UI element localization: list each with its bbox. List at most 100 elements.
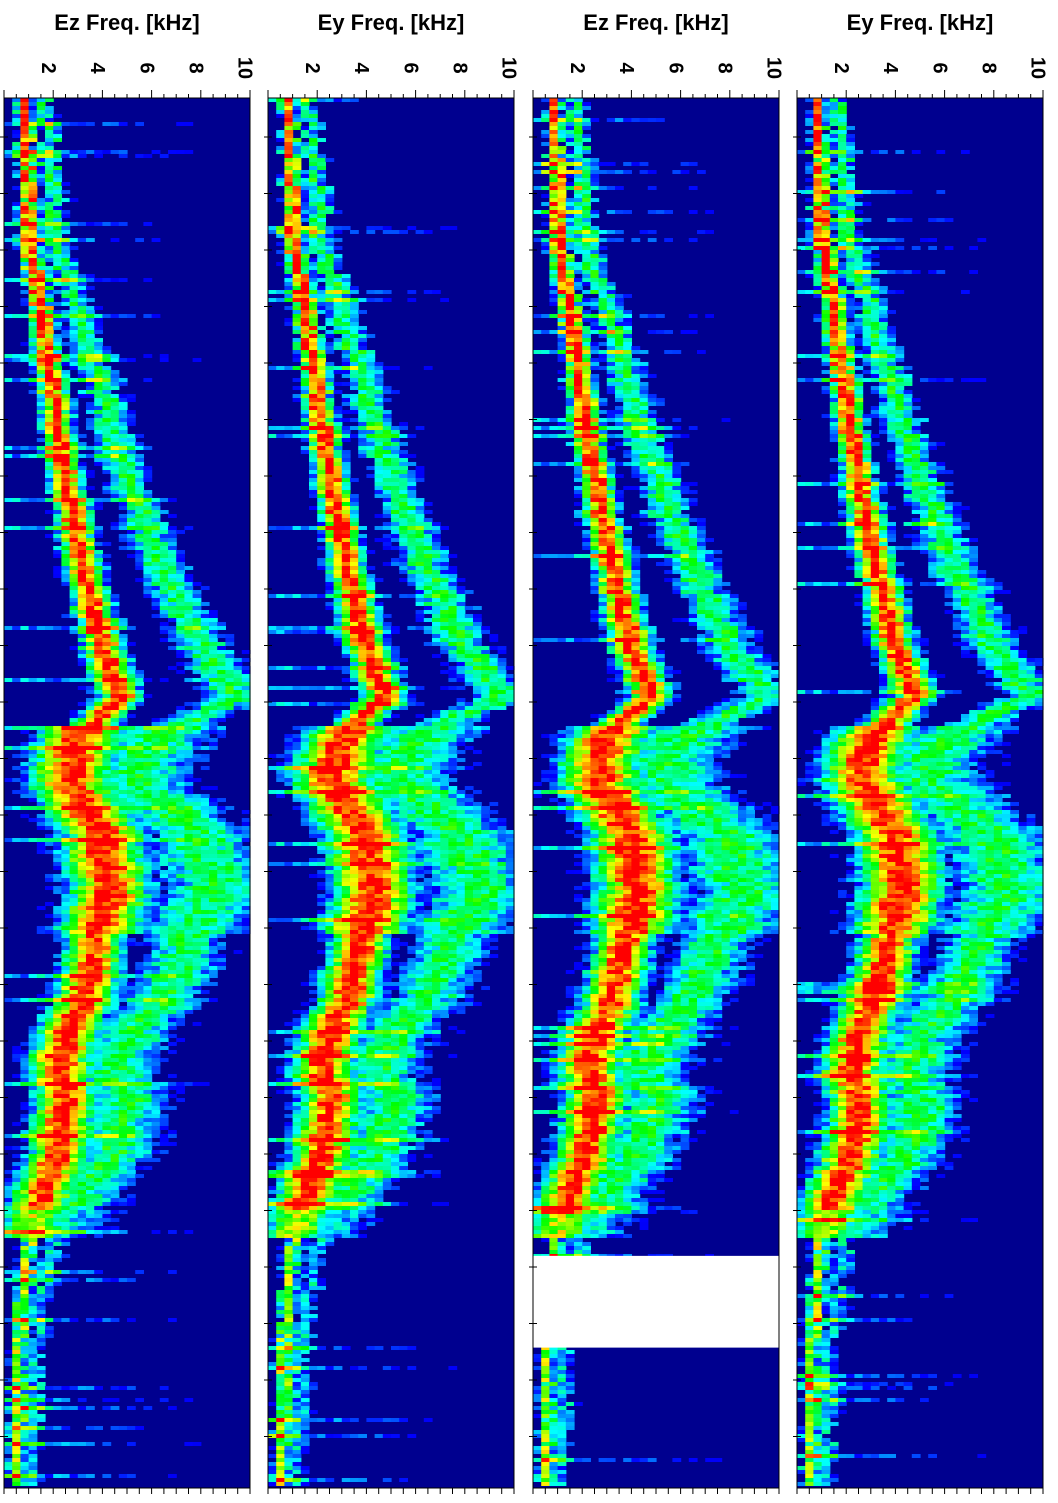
heatmap-cell	[70, 342, 79, 346]
heatmap-cell	[102, 222, 111, 226]
heatmap-cell	[217, 642, 226, 646]
heatmap-cell	[143, 1094, 152, 1098]
heatmap-cell	[160, 1046, 169, 1050]
heatmap-cell	[45, 534, 54, 538]
heatmap-cell	[70, 1098, 79, 1102]
heatmap-cell	[301, 238, 310, 242]
heatmap-cell	[45, 1098, 54, 1102]
heatmap-cell	[86, 882, 95, 886]
heatmap-cell	[201, 630, 210, 634]
heatmap-cell	[53, 918, 62, 922]
heatmap-cell	[217, 658, 226, 662]
heatmap-cell	[201, 614, 210, 618]
heatmap-cell	[217, 654, 226, 658]
heatmap-cell	[176, 654, 185, 658]
heatmap-cell	[184, 526, 193, 530]
heatmap-cell	[70, 366, 79, 370]
heatmap-cell	[309, 278, 318, 282]
heatmap-cell	[94, 950, 103, 954]
heatmap-cell	[61, 1254, 70, 1258]
heatmap-cell	[176, 998, 185, 1002]
heatmap-cell	[366, 226, 375, 230]
heatmap-cell	[20, 1466, 29, 1470]
heatmap-cell	[78, 1018, 87, 1022]
heatmap-cell	[143, 918, 152, 922]
heatmap-cell	[45, 1022, 54, 1026]
heatmap-cell	[102, 830, 111, 834]
heatmap-cell	[276, 234, 285, 238]
heatmap-cell	[119, 702, 128, 706]
heatmap-cell	[20, 1226, 29, 1230]
heatmap-cell	[184, 866, 193, 870]
heatmap-cell	[168, 734, 177, 738]
heatmap-cell	[29, 1186, 38, 1190]
heatmap-cell	[201, 998, 210, 1002]
heatmap-cell	[86, 858, 95, 862]
heatmap-cell	[20, 342, 29, 346]
heatmap-cell	[176, 902, 185, 906]
heatmap-cell	[29, 1310, 38, 1314]
heatmap-cell	[53, 1058, 62, 1062]
heatmap-cell	[45, 130, 54, 134]
heatmap-cell	[45, 1150, 54, 1154]
heatmap-cell	[45, 202, 54, 206]
heatmap-cell	[61, 210, 70, 214]
heatmap-cell	[102, 590, 111, 594]
heatmap-cell	[143, 474, 152, 478]
heatmap-cell	[184, 862, 193, 866]
heatmap-cell	[94, 1174, 103, 1178]
heatmap-cell	[20, 678, 29, 682]
heatmap-cell	[86, 1318, 95, 1322]
heatmap-cell	[53, 462, 62, 466]
heatmap-cell	[127, 758, 136, 762]
heatmap-cell	[317, 266, 326, 270]
heatmap-cell	[168, 626, 177, 630]
heatmap-cell	[70, 1190, 79, 1194]
heatmap-cell	[12, 1210, 21, 1214]
heatmap-cell	[127, 494, 136, 498]
heatmap-cell	[53, 238, 62, 242]
heatmap-cell	[176, 842, 185, 846]
heatmap-cell	[37, 822, 46, 826]
heatmap-cell	[193, 930, 202, 934]
heatmap-cell	[53, 534, 62, 538]
heatmap-cell	[29, 1470, 38, 1474]
heatmap-cell	[45, 386, 54, 390]
heatmap-cell	[143, 530, 152, 534]
heatmap-cell	[70, 486, 79, 490]
heatmap-cell	[20, 1338, 29, 1342]
heatmap-cell	[135, 1134, 144, 1138]
heatmap-cell	[70, 778, 79, 782]
heatmap-cell	[37, 1406, 46, 1410]
heatmap-cell	[29, 114, 38, 118]
heatmap-cell	[293, 290, 302, 294]
heatmap-cell	[111, 794, 120, 798]
heatmap-cell	[127, 1126, 136, 1130]
heatmap-cell	[20, 178, 29, 182]
heatmap-cell	[70, 1014, 79, 1018]
heatmap-cell	[160, 762, 169, 766]
heatmap-cell	[61, 1158, 70, 1162]
heatmap-cell	[127, 1182, 136, 1186]
heatmap-cell	[143, 490, 152, 494]
heatmap-cell	[127, 1170, 136, 1174]
heatmap-cell	[20, 1350, 29, 1354]
heatmap-cell	[29, 1462, 38, 1466]
heatmap-cell	[284, 158, 293, 162]
heatmap-cell	[78, 1202, 87, 1206]
heatmap-cell	[127, 418, 136, 422]
heatmap-cell	[293, 146, 302, 150]
heatmap-cell	[217, 622, 226, 626]
heatmap-cell	[94, 1426, 103, 1430]
heatmap-cell	[53, 1090, 62, 1094]
heatmap-cell	[94, 702, 103, 706]
heatmap-cell	[209, 850, 218, 854]
heatmap-cell	[12, 1222, 21, 1226]
heatmap-cell	[193, 954, 202, 958]
heatmap-cell	[61, 738, 70, 742]
heatmap-cell	[61, 150, 70, 154]
heatmap-cell	[176, 934, 185, 938]
heatmap-cell	[12, 1194, 21, 1198]
heatmap-cell	[127, 422, 136, 426]
heatmap-cell	[102, 1126, 111, 1130]
